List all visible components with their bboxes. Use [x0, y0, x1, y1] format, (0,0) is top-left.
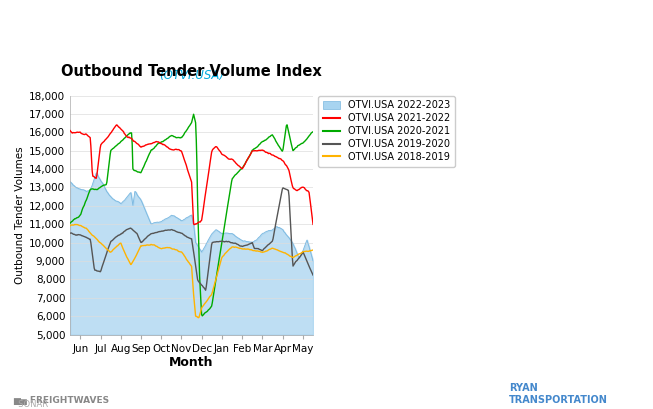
Legend: OTVI.USA 2022-2023, OTVI.USA 2021-2022, OTVI.USA 2020-2021, OTVI.USA 2019-2020, : OTVI.USA 2022-2023, OTVI.USA 2021-2022, …: [318, 96, 455, 167]
Text: RYAN
TRANSPORTATION: RYAN TRANSPORTATION: [509, 383, 608, 405]
X-axis label: Month: Month: [169, 357, 214, 369]
Text: ▆▅ FREIGHTWAVES: ▆▅ FREIGHTWAVES: [13, 396, 109, 405]
Text: (OTVI.USA): (OTVI.USA): [159, 70, 224, 82]
Y-axis label: Outbound Tender Volumes: Outbound Tender Volumes: [15, 146, 25, 284]
Title: Outbound Tender Volume Index: Outbound Tender Volume Index: [61, 64, 322, 79]
Text: SONAR: SONAR: [13, 400, 48, 409]
